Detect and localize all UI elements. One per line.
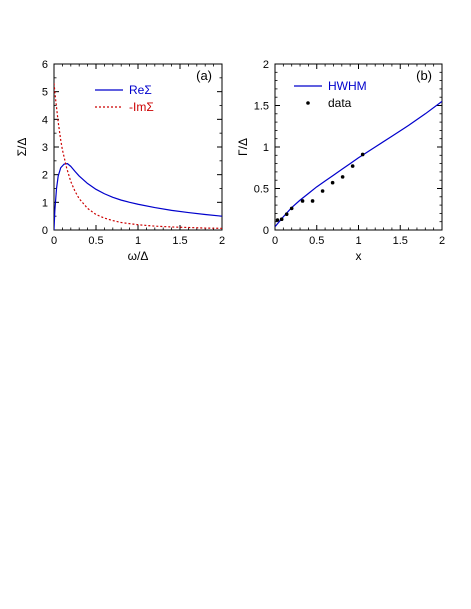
data-point — [275, 218, 280, 222]
y-tick-label: 3 — [42, 142, 48, 154]
y-tick-label: 6 — [42, 59, 48, 71]
data-point — [300, 199, 305, 203]
legend-label: HWHM — [328, 79, 367, 93]
legend-label: ReΣ — [129, 83, 152, 97]
legend-label: data — [328, 96, 352, 110]
y-tick-label: 4 — [42, 114, 48, 126]
y-tick-label: 1 — [263, 142, 269, 154]
y-tick-label: 1.5 — [254, 101, 269, 113]
data-point — [320, 189, 325, 193]
legend-label: -ImΣ — [129, 100, 154, 114]
x-tick-label: 2 — [219, 235, 225, 247]
data-point — [360, 152, 365, 157]
y-tick-label: 2 — [263, 59, 269, 71]
series-im-line — [54, 83, 222, 229]
y-axis-label: Σ/Δ — [15, 138, 29, 157]
x-tick-label: 0 — [272, 235, 278, 247]
y-tick-label: 0 — [42, 225, 48, 237]
chart-panel-b: 0 0.5 1 1.5 2 0 0.5 1 1.5 2 x Γ/Δ (b) HWHM data — [236, 59, 445, 263]
x-tick-label: 0.5 — [309, 235, 324, 247]
series-re-line — [54, 163, 222, 230]
y-axis-label: Γ/Δ — [236, 138, 250, 156]
data-point — [284, 212, 289, 217]
x-tick-label: 1.5 — [393, 235, 408, 247]
x-tick-label: 0 — [51, 235, 57, 247]
x-axis-label: x — [356, 249, 362, 263]
y-tick-label: 1 — [42, 197, 48, 209]
data-point — [340, 175, 345, 179]
y-tick-label: 2 — [42, 170, 48, 182]
data-point — [330, 180, 335, 185]
y-tick-label: 0.5 — [254, 184, 269, 196]
x-tick-label: 1.5 — [172, 235, 187, 247]
x-tick-label: 1 — [135, 235, 141, 247]
y-tick-label: 5 — [42, 87, 48, 99]
x-axis-label: ω/Δ — [128, 249, 149, 263]
panel-label: (a) — [196, 68, 212, 83]
x-tick-label: 0.5 — [88, 235, 103, 247]
x-tick-label: 1 — [355, 235, 361, 247]
panel-label: (b) — [416, 68, 432, 83]
legend-marker — [306, 101, 310, 105]
data-point — [310, 199, 315, 203]
chart-panel-a: 0 0.5 1 1.5 2 0 1 2 3 4 5 6 ω/Δ Σ/Δ (a) ReΣ -ImΣ — [15, 59, 225, 263]
x-tick-label: 2 — [439, 235, 445, 247]
data-point — [350, 164, 355, 168]
data-point — [289, 206, 294, 211]
series-hwhm-line — [275, 100, 442, 228]
y-tick-label: 0 — [263, 225, 269, 237]
data-point — [279, 217, 284, 222]
